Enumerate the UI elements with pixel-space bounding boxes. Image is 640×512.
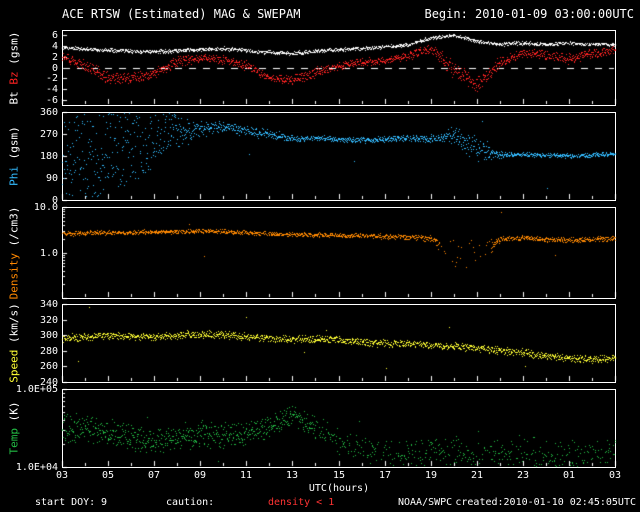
y-tick-label: 2 [51,52,58,63]
footer-start-doy-value: 9 [101,497,108,508]
y-tick-label: 0 [51,195,58,206]
y-tick-label: 1.0E+04 [15,462,58,473]
y-tick-label: 1.0E+05 [15,384,58,395]
y-tick-label: -6 [45,95,58,106]
y-tick-label: 320 [39,315,58,326]
y-tick-label: 270 [39,129,58,140]
y-tick-label: 180 [39,151,58,162]
y-tick-label: 280 [39,346,58,357]
y-tick-label: 1.0 [39,248,58,259]
y-tick-label: 6 [51,30,58,41]
footer-created-timestamp: created:2010-01-10 02:45:05UTC [455,497,636,508]
y-tick-label: 4 [51,41,58,52]
x-tick-label: 05 [101,470,115,481]
footer-caution-value: density < 1 [268,497,335,508]
x-tick-label: 17 [378,470,392,481]
x-tick-label: 03 [608,470,622,481]
y-tick-label: 360 [39,107,58,118]
x-tick-label: 13 [285,470,299,481]
x-tick-label: 19 [424,470,438,481]
footer-caution-label: caution: [166,497,215,508]
y-tick-label: -4 [45,84,58,95]
x-tick-label: 07 [147,470,161,481]
y-tick-label: -2 [45,73,58,84]
y-axis-title-temp: Temp (K) [8,402,21,455]
y-tick-label: 340 [39,299,58,310]
y-tick-label: 260 [39,361,58,372]
footer-agency: NOAA/SWPC [398,497,453,508]
x-tick-label: 23 [516,470,530,481]
x-tick-label: 15 [332,470,346,481]
y-axis-label-part: Temp [7,428,21,455]
y-tick-label: 0 [51,63,58,74]
x-tick-label: 11 [239,470,253,481]
x-tick-label: 01 [562,470,576,481]
y-axis-label-part: (K) [7,401,21,422]
y-axis-label-part: Density [7,253,21,300]
x-tick-label: 21 [470,470,484,481]
y-tick-label: 90 [45,173,58,184]
x-tick-label: 03 [55,470,69,481]
y-tick-label: 10.0 [33,202,58,213]
x-axis-title: UTC(hours) [308,483,370,494]
x-tick-label: 09 [193,470,207,481]
footer-start-doy-label: start DOY: [35,497,96,508]
y-tick-label: 300 [39,330,58,341]
y-tick-label: 240 [39,377,58,388]
